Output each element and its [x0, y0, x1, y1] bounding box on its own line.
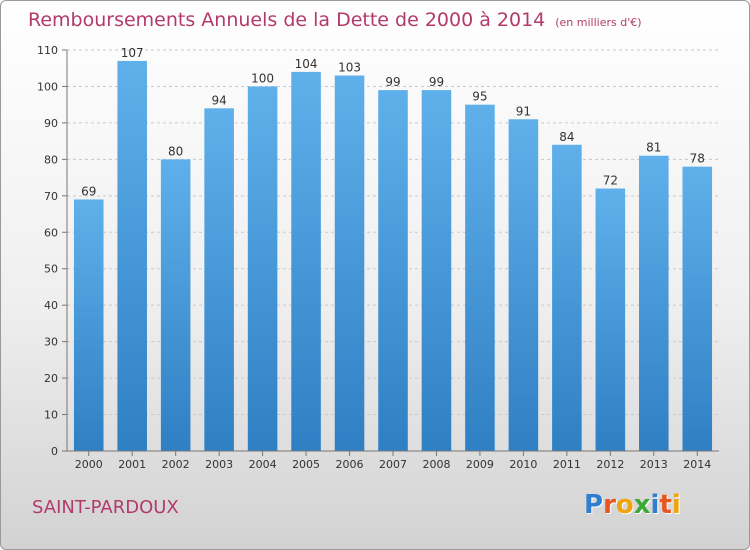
- x-tick-label: 2009: [466, 458, 494, 471]
- data-label: 103: [338, 61, 361, 75]
- x-tick-label: 2014: [683, 458, 711, 471]
- x-tick-label: 2007: [379, 458, 407, 471]
- chart-unit-note: (en milliers d'€): [555, 16, 642, 29]
- x-tick-label: 2012: [596, 458, 624, 471]
- y-tick-label: 90: [44, 117, 58, 130]
- bar: [552, 144, 582, 452]
- y-tick-label: 10: [44, 409, 58, 422]
- y-tick-label: 20: [44, 372, 58, 385]
- logo-letter: x: [633, 490, 651, 520]
- y-axis: 0 10 20 30 40 50 60 70 80 90 100 110: [37, 44, 68, 458]
- y-tick-label: 40: [44, 299, 58, 312]
- x-tick-label: 2001: [118, 458, 146, 471]
- bar: [247, 86, 278, 452]
- x-tick-label: 2008: [422, 458, 450, 471]
- bar: [421, 90, 452, 451]
- data-label: 104: [295, 57, 318, 71]
- data-label: 91: [516, 104, 531, 118]
- data-label: 100: [251, 71, 274, 85]
- x-tick-label: 2006: [336, 458, 364, 471]
- data-label: 99: [429, 75, 444, 89]
- data-label: 99: [385, 75, 400, 89]
- y-tick-label: 0: [51, 445, 58, 458]
- bar: [73, 199, 104, 451]
- y-tick-label: 100: [37, 80, 58, 93]
- chart-title: Remboursements Annuels de la Dette de 20…: [28, 9, 642, 31]
- data-label: 107: [121, 46, 144, 60]
- data-label: 95: [472, 90, 487, 104]
- logo-letter: r: [603, 490, 616, 520]
- bar: [378, 90, 408, 451]
- data-label: 72: [603, 174, 618, 188]
- bars: [73, 60, 713, 452]
- data-label: 81: [646, 141, 661, 155]
- bar: [639, 155, 669, 451]
- data-label: 84: [559, 130, 574, 144]
- x-tick-label: 2003: [205, 458, 233, 471]
- y-tick-label: 110: [37, 44, 58, 57]
- x-tick-label: 2010: [509, 458, 537, 471]
- x-tick-label: 2013: [640, 458, 668, 471]
- bar: [334, 75, 365, 451]
- data-labels: 69 107 80 94 100 104 103 99 99 95 91 84 72 81 78: [81, 46, 705, 199]
- y-tick-label: 70: [44, 190, 58, 203]
- bar: [291, 71, 321, 451]
- x-tick-label: 2004: [249, 458, 277, 471]
- bar: [682, 166, 713, 451]
- bar: [204, 108, 234, 451]
- logo-letter: P: [584, 490, 604, 520]
- bar: [160, 159, 191, 451]
- x-axis: 2000 2001 2002 2003 2004 2005 2006 2007 2008 2009…: [67, 450, 719, 471]
- x-tick-label: 2002: [162, 458, 190, 471]
- y-tick-label: 80: [44, 153, 58, 166]
- bar: [508, 119, 539, 451]
- logo-letter: t: [659, 490, 672, 520]
- x-tick-label: 2000: [75, 458, 103, 471]
- bar: [465, 104, 495, 451]
- data-label: 94: [211, 93, 226, 107]
- commune-name: SAINT-PARDOUX: [32, 497, 179, 518]
- logo-letter: o: [615, 490, 634, 520]
- data-label: 80: [168, 144, 183, 158]
- logo-letter: i: [671, 490, 681, 520]
- proxiti-logo: Proxiti: [584, 490, 681, 520]
- bar: [595, 188, 626, 451]
- bar: [117, 60, 147, 451]
- y-tick-label: 50: [44, 263, 58, 276]
- chart-title-text: Remboursements Annuels de la Dette de 20…: [28, 9, 546, 31]
- x-tick-label: 2011: [553, 458, 581, 471]
- x-tick-label: 2005: [292, 458, 320, 471]
- data-label: 78: [690, 152, 705, 166]
- data-label: 69: [81, 184, 96, 198]
- y-tick-label: 30: [44, 336, 58, 349]
- logo-letter: i: [650, 490, 660, 520]
- y-tick-label: 60: [44, 226, 58, 239]
